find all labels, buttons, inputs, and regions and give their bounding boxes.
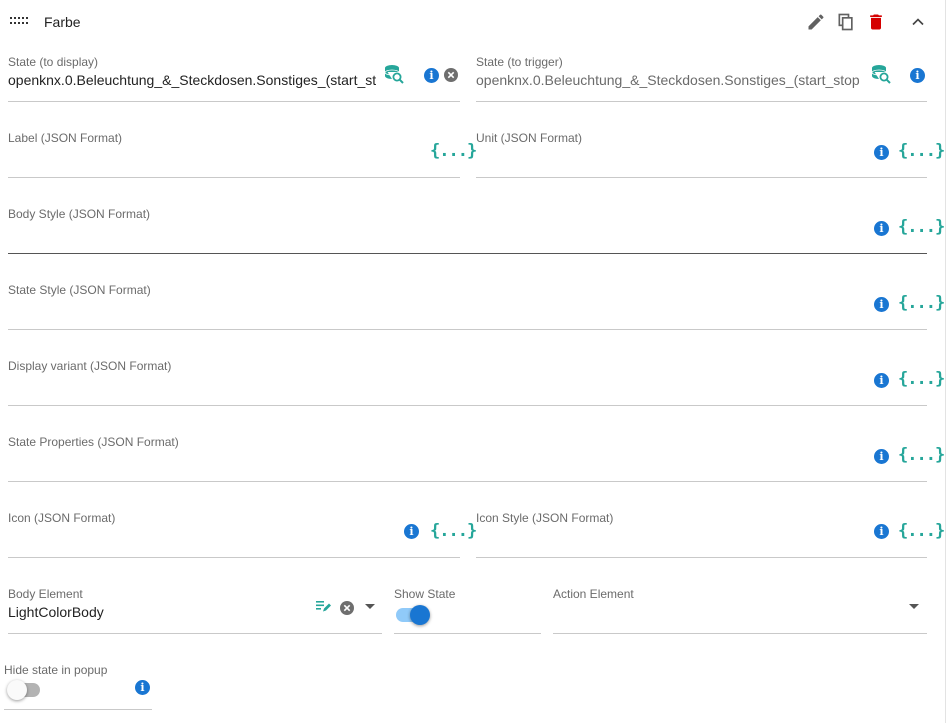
show-state-toggle[interactable] — [410, 605, 430, 625]
unit-json-field[interactable]: Unit (JSON Format) i {...} — [476, 131, 945, 178]
state-trigger-field[interactable]: State (to trigger) openknx.0.Beleuchtung… — [476, 55, 927, 102]
panel-right-border — [945, 0, 946, 723]
pencil-icon[interactable] — [806, 12, 826, 32]
body-element-label: Body Element — [8, 587, 83, 601]
info-icon[interactable]: i — [910, 68, 925, 83]
state-trigger-value[interactable]: openknx.0.Beleuchtung_&_Steckdosen.Sonst… — [476, 72, 860, 88]
state-style-label: State Style (JSON Format) — [8, 283, 151, 297]
json-editor-icon[interactable]: {...} — [898, 521, 945, 541]
json-editor-icon[interactable]: {...} — [898, 141, 945, 161]
clear-icon[interactable] — [340, 601, 354, 615]
json-editor-icon[interactable]: {...} — [430, 141, 477, 161]
state-trigger-label: State (to trigger) — [476, 55, 563, 69]
label-json-label: Label (JSON Format) — [8, 131, 123, 145]
card-title: Farbe — [44, 14, 81, 30]
edit-list-icon[interactable] — [314, 597, 332, 615]
icon-json-label: Icon (JSON Format) — [8, 511, 116, 525]
info-icon[interactable]: i — [874, 449, 889, 464]
dropdown-arrow-icon[interactable] — [909, 604, 919, 609]
chevron-up-icon[interactable] — [908, 12, 928, 32]
action-element-select[interactable]: Action Element — [553, 587, 927, 634]
json-editor-icon[interactable]: {...} — [898, 369, 945, 389]
hide-state-popup-toggle[interactable] — [7, 680, 27, 700]
info-icon[interactable]: i — [404, 524, 419, 539]
state-properties-label: State Properties (JSON Format) — [8, 435, 179, 449]
state-display-label: State (to display) — [8, 55, 99, 69]
hide-state-popup-field: Hide state in popup i — [4, 663, 152, 710]
card-header: Farbe — [0, 0, 945, 44]
info-icon[interactable]: i — [874, 524, 889, 539]
icon-style-label: Icon Style (JSON Format) — [476, 511, 614, 525]
state-display-value[interactable]: openknx.0.Beleuchtung_&_Steckdosen.Sonst… — [8, 72, 376, 88]
state-display-field[interactable]: State (to display) openknx.0.Beleuchtung… — [8, 55, 460, 102]
body-element-select[interactable]: Body Element LightColorBody — [8, 587, 382, 634]
body-style-field[interactable]: Body Style (JSON Format) i {...} — [8, 207, 945, 254]
info-icon[interactable]: i — [135, 680, 150, 695]
unit-json-label: Unit (JSON Format) — [476, 131, 583, 145]
state-properties-field[interactable]: State Properties (JSON Format) i {...} — [8, 435, 945, 482]
hide-state-popup-label: Hide state in popup — [4, 663, 108, 677]
icon-json-field[interactable]: Icon (JSON Format) i {...} — [8, 511, 477, 558]
trash-icon[interactable] — [866, 12, 886, 32]
info-icon[interactable]: i — [874, 373, 889, 388]
display-variant-label: Display variant (JSON Format) — [8, 359, 172, 373]
copy-icon[interactable] — [836, 12, 856, 32]
info-icon[interactable]: i — [874, 297, 889, 312]
action-element-label: Action Element — [553, 587, 634, 601]
info-icon[interactable]: i — [424, 68, 439, 83]
body-element-value[interactable]: LightColorBody — [8, 604, 104, 620]
clear-icon[interactable] — [444, 68, 458, 82]
json-editor-icon[interactable]: {...} — [898, 217, 945, 237]
icon-style-field[interactable]: Icon Style (JSON Format) i {...} — [476, 511, 945, 558]
json-editor-icon[interactable]: {...} — [430, 521, 477, 541]
database-search-icon[interactable] — [384, 64, 404, 84]
drag-handle-icon[interactable] — [10, 17, 30, 25]
display-variant-field[interactable]: Display variant (JSON Format) i {...} — [8, 359, 945, 406]
show-state-label: Show State — [394, 587, 456, 601]
label-json-field[interactable]: Label (JSON Format) {...} — [8, 131, 477, 178]
info-icon[interactable]: i — [874, 145, 889, 160]
json-editor-icon[interactable]: {...} — [898, 445, 945, 465]
show-state-field: Show State — [394, 587, 541, 634]
body-style-label: Body Style (JSON Format) — [8, 207, 151, 221]
state-style-field[interactable]: State Style (JSON Format) i {...} — [8, 283, 945, 330]
dropdown-arrow-icon[interactable] — [365, 604, 375, 609]
info-icon[interactable]: i — [874, 221, 889, 236]
json-editor-icon[interactable]: {...} — [898, 293, 945, 313]
database-search-icon[interactable] — [871, 64, 891, 84]
